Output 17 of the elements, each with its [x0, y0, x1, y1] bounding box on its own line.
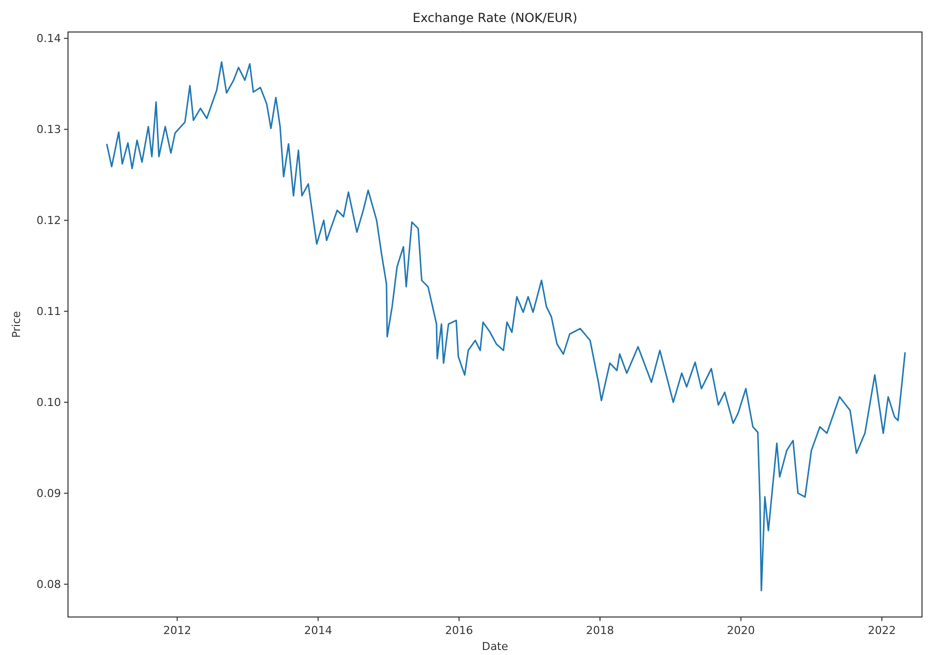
x-axis-title: Date	[482, 640, 508, 653]
x-tick-label: 2018	[586, 624, 614, 637]
y-tick-label: 0.10	[36, 396, 61, 410]
y-tick-label: 0.08	[36, 578, 61, 592]
x-tick-label: 2020	[726, 624, 755, 637]
x-tick-label: 2014	[304, 624, 332, 637]
y-tick-label: 0.12	[36, 214, 61, 228]
line-series	[106, 61, 906, 592]
y-tick-label: 0.13	[36, 123, 61, 136]
x-tick-label: 2012	[163, 624, 192, 637]
y-tick-label: 0.14	[36, 32, 61, 46]
x-tick-label: 2022	[868, 624, 896, 637]
y-tick-label: 0.09	[36, 487, 61, 500]
chart-title: Exchange Rate (NOK/EUR)	[412, 10, 578, 25]
y-axis-title: Price	[10, 310, 23, 338]
x-tick-label: 2016	[445, 624, 474, 637]
y-tick-label: 0.11	[36, 305, 61, 318]
